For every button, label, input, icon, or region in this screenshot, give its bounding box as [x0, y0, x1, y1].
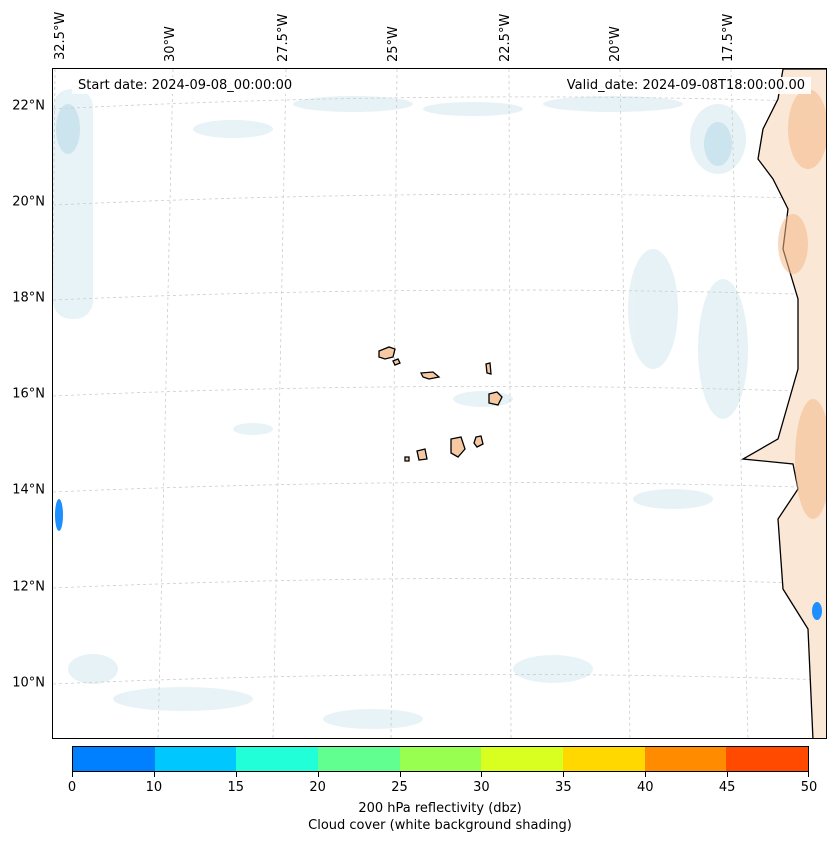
- colorbar-segment-7: [644, 747, 727, 771]
- colorbar-tick: [317, 772, 319, 777]
- map-canvas: [53, 69, 826, 738]
- colorbar-tick: [153, 772, 155, 777]
- colorbar-tick-label: 0: [67, 780, 77, 795]
- colorbar-tick: [399, 772, 401, 777]
- colorbar-tick: [72, 772, 73, 777]
- colorbar-tick: [481, 772, 483, 777]
- colorbar-tick: [727, 772, 729, 777]
- lon-label-20w: 20°W: [608, 26, 623, 62]
- lat-label-14n: 14°N: [12, 482, 45, 498]
- colorbar-segment-6: [563, 747, 645, 771]
- lat-label-20n: 20°N: [12, 194, 45, 210]
- colorbar-segment-0: [73, 747, 155, 771]
- lat-label-18n: 18°N: [12, 290, 45, 306]
- lon-label-32-5w: 32.5°W: [53, 11, 68, 60]
- map-panel[interactable]: [52, 68, 827, 739]
- graticule: [53, 69, 826, 738]
- colorbar-label-reflectivity: 200 hPa reflectivity (dbz): [358, 801, 522, 816]
- lon-label-25w: 25°W: [386, 26, 401, 62]
- lat-label-10n: 10°N: [12, 675, 45, 691]
- cape-verde-islands: [378, 346, 503, 462]
- colorbar-tick-label: 35: [555, 780, 572, 795]
- colorbar-tick-label: 10: [145, 780, 163, 795]
- colorbar-segment-4: [399, 747, 482, 771]
- colorbar-label-cloud-cover: Cloud cover (white background shading): [308, 818, 572, 833]
- lon-label-27-5w: 27.5°W: [276, 13, 291, 62]
- colorbar-tick-label: 45: [718, 780, 736, 795]
- colorbar-segment-2: [236, 747, 319, 771]
- colorbar-segment-3: [318, 747, 400, 771]
- lat-label-16n: 16°N: [12, 386, 45, 402]
- lat-label-12n: 12°N: [12, 579, 45, 595]
- colorbar-tick-label: 25: [391, 780, 408, 795]
- colorbar-tick: [808, 772, 809, 777]
- start-date-label: Start date: 2024-09-08_00:00:00: [72, 77, 299, 94]
- lon-label-30w: 30°W: [163, 26, 178, 62]
- colorbar-tick-label: 40: [636, 780, 654, 795]
- colorbar-segment-5: [481, 747, 564, 771]
- colorbar-tick: [645, 772, 647, 777]
- cloud-cover-layer: [53, 89, 748, 729]
- colorbar-tick-label: 50: [800, 780, 818, 795]
- colorbar: [72, 746, 809, 772]
- reflectivity-blobs: [55, 499, 822, 620]
- land-warm-shading: [778, 89, 826, 519]
- colorbar-tick-label: 15: [227, 780, 245, 795]
- colorbar-tick: [563, 772, 565, 777]
- colorbar-tick: [235, 772, 237, 777]
- lat-label-22n: 22°N: [12, 98, 45, 114]
- valid-date-label: Valid_date: 2024-09-08T18:00:00.00: [560, 77, 811, 94]
- cloud-cover-strong: [56, 104, 732, 166]
- lon-label-22-5w: 22.5°W: [498, 13, 513, 62]
- colorbar-tick-label: 20: [309, 780, 326, 795]
- colorbar-segment-1: [154, 747, 237, 771]
- colorbar-segment-8: [726, 747, 809, 771]
- lon-label-17-5w: 17.5°W: [721, 13, 736, 62]
- colorbar-tick-label: 30: [473, 780, 490, 795]
